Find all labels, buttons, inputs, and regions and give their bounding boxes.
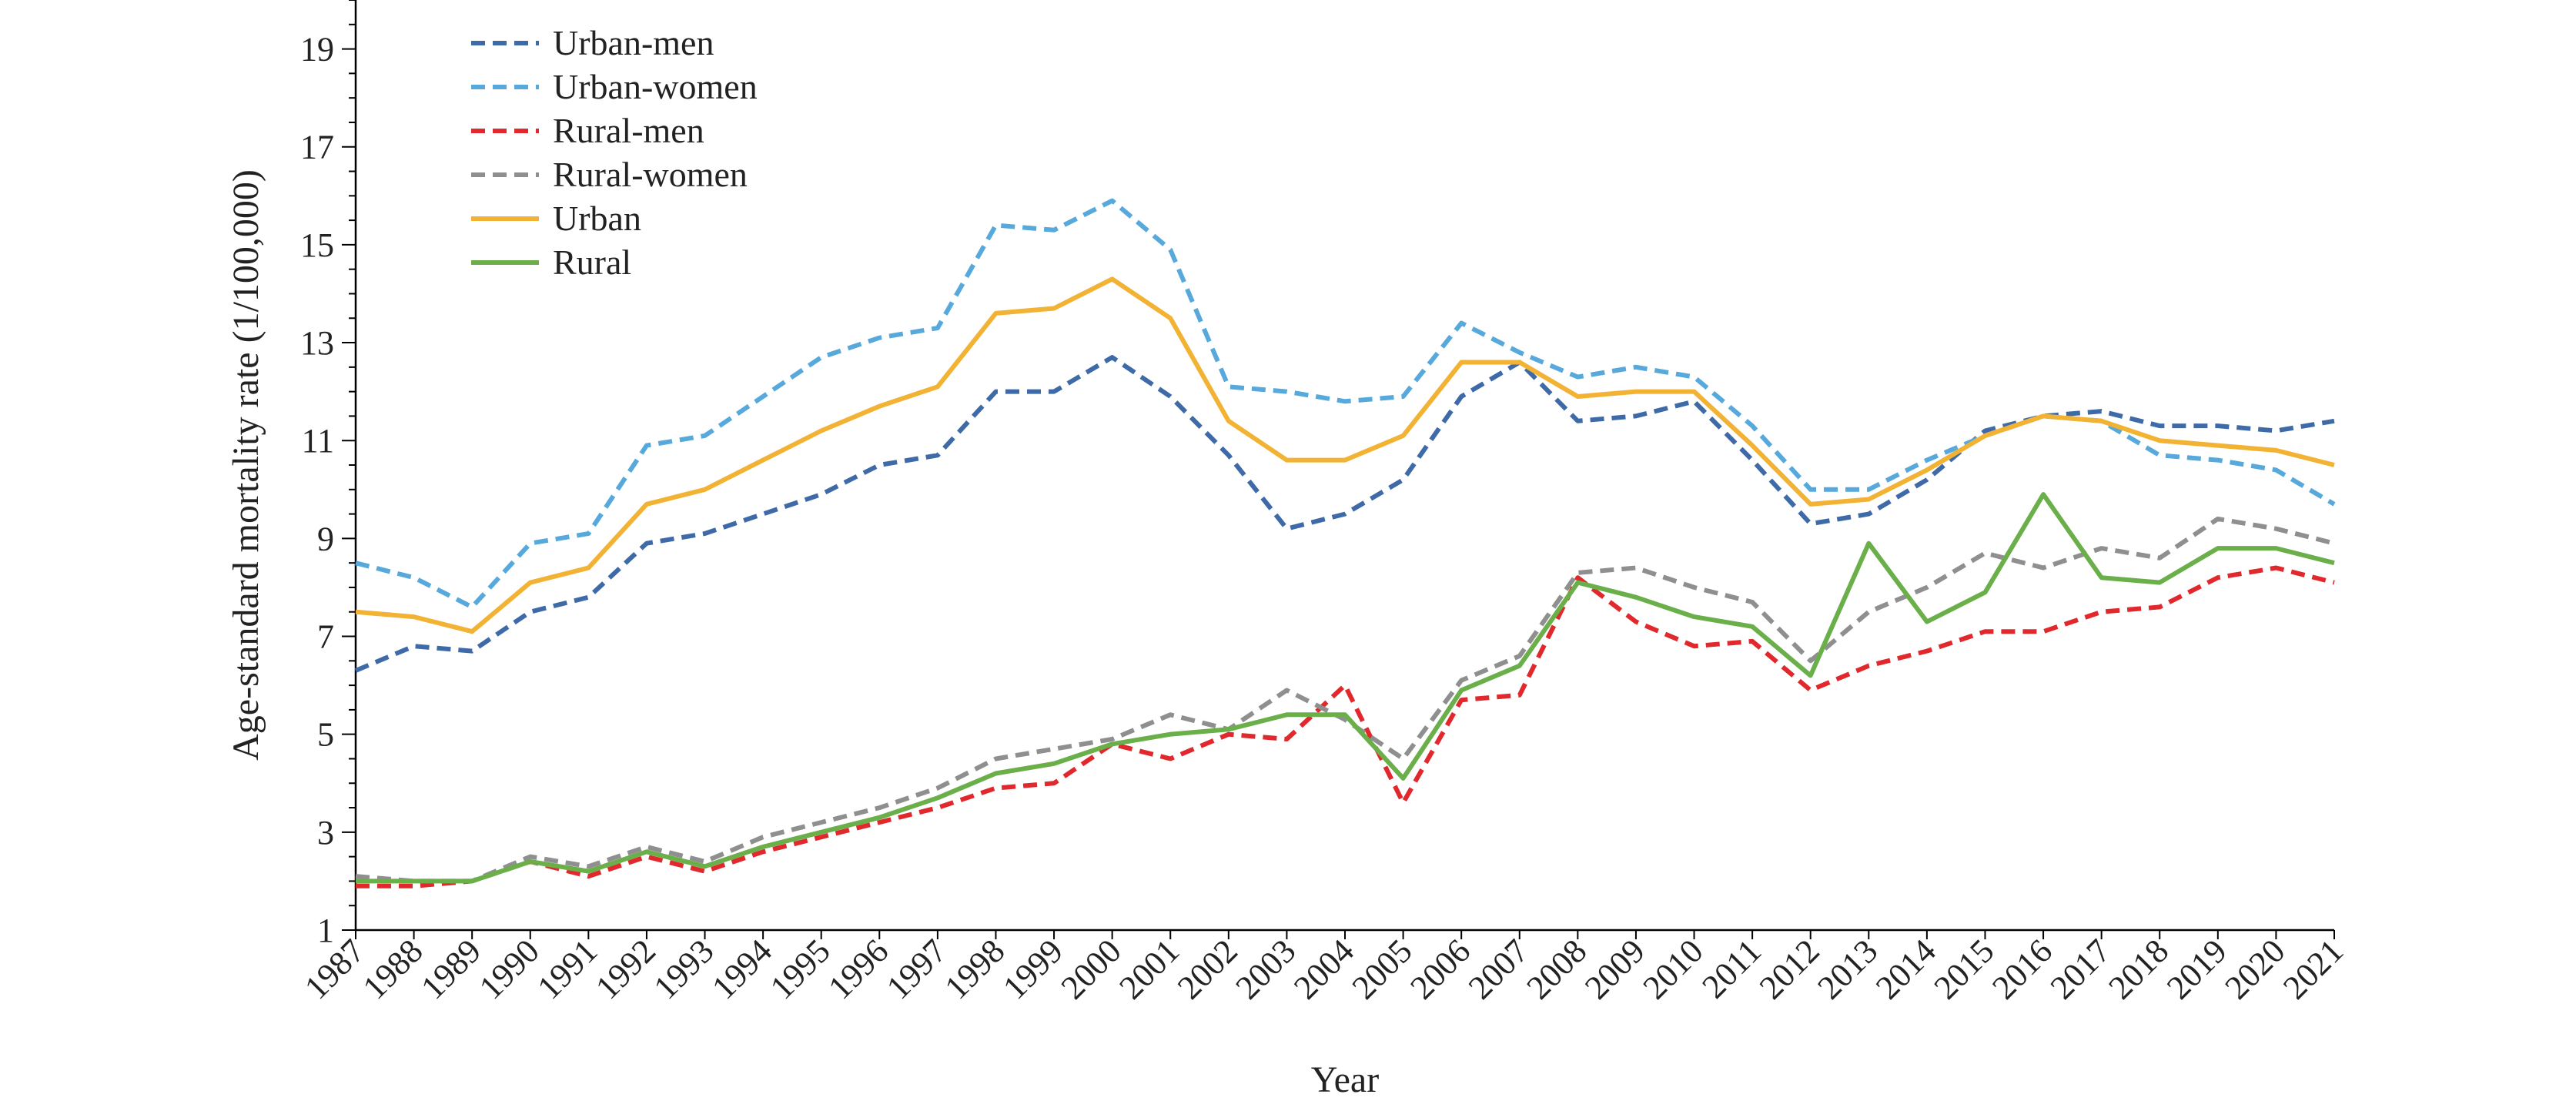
legend-label: Rural — [553, 243, 631, 282]
x-tick-label: 2002 — [1170, 932, 1245, 1006]
x-tick-label: 2004 — [1286, 932, 1361, 1006]
x-tick-label: 1987 — [297, 932, 372, 1006]
x-tick-label: 2007 — [1461, 932, 1536, 1006]
y-tick-label: 11 — [302, 422, 334, 460]
x-tick-label: 2008 — [1520, 932, 1594, 1006]
legend: Urban-men Urban-women Rural-men Rural-women… — [471, 23, 758, 282]
x-tick-label: 1994 — [704, 932, 779, 1006]
x-tick-label: 2000 — [1054, 932, 1129, 1006]
x-tick-label: 2019 — [2159, 932, 2234, 1006]
series-line-rural — [356, 492, 2335, 884]
x-tick-label: 1999 — [995, 932, 1070, 1006]
series-line-urban-women — [355, 198, 2336, 610]
x-axis-title: Year — [1311, 1059, 1379, 1100]
x-tick-label: 1993 — [647, 932, 721, 1006]
series-line-urban — [355, 276, 2335, 634]
x-tick-label: 1988 — [356, 932, 430, 1006]
x-tick-label: 2010 — [1636, 932, 1711, 1006]
chart-axes: 1357911131517191987198819891990199119921… — [297, 0, 2350, 1006]
y-tick-label: 17 — [300, 129, 334, 166]
legend-label: Urban — [553, 199, 641, 238]
x-tick-label: 2017 — [2043, 932, 2118, 1006]
series-line-rural-women — [355, 516, 2335, 884]
x-tick-label: 2012 — [1752, 932, 1827, 1006]
y-tick-label: 7 — [317, 618, 334, 656]
y-tick-label: 15 — [300, 226, 334, 264]
x-tick-label: 1997 — [879, 932, 954, 1006]
x-tick-label: 2011 — [1694, 932, 1768, 1006]
x-tick-label: 2009 — [1577, 932, 1652, 1006]
series-layer — [354, 198, 2336, 888]
y-tick-label: 9 — [317, 520, 334, 557]
x-tick-label: 1990 — [472, 932, 547, 1006]
legend-label: Rural-men — [553, 111, 704, 150]
x-tick-label: 2001 — [1112, 932, 1186, 1006]
x-tick-label: 1998 — [938, 932, 1012, 1006]
y-tick-label: 19 — [300, 31, 334, 69]
x-tick-label: 2016 — [1985, 932, 2059, 1006]
x-tick-label: 1989 — [413, 932, 488, 1006]
x-tick-label: 2014 — [1868, 932, 1943, 1006]
y-tick-label: 3 — [317, 814, 334, 852]
y-tick-label: 5 — [317, 716, 334, 754]
x-tick-label: 2013 — [1810, 932, 1885, 1006]
x-tick-label: 1995 — [763, 932, 838, 1006]
x-tick-label: 2018 — [2101, 932, 2176, 1006]
x-tick-label: 1991 — [530, 932, 605, 1006]
x-tick-label: 1992 — [588, 932, 663, 1006]
x-tick-label: 2006 — [1403, 932, 1477, 1006]
series-line-rural-men — [356, 565, 2335, 888]
x-tick-label: 2021 — [2276, 932, 2350, 1006]
series-line-urban-men — [354, 355, 2335, 673]
x-tick-label: 1996 — [821, 932, 895, 1006]
legend-label: Urban-men — [553, 23, 714, 62]
y-tick-label: 1 — [317, 912, 334, 949]
x-tick-label: 2020 — [2218, 932, 2293, 1006]
x-tick-label: 2005 — [1345, 932, 1420, 1006]
legend-label: Rural-women — [553, 155, 748, 194]
legend-label: Urban-women — [553, 67, 758, 106]
y-axis-title: Age-standard mortality rate (1/100,000) — [226, 169, 266, 761]
y-tick-label: 13 — [300, 324, 334, 362]
x-tick-label: 2015 — [1927, 932, 2002, 1006]
x-tick-label: 2003 — [1229, 932, 1303, 1006]
